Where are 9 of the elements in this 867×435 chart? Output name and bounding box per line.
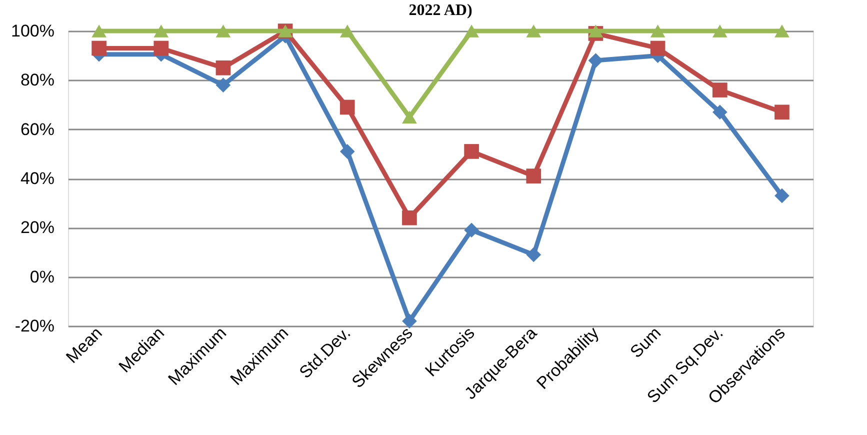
y-tick-label: 60% (20, 120, 54, 139)
y-tick-label: 80% (20, 70, 54, 90)
y-tick-label: 100% (11, 22, 54, 40)
x-tick-label: Sum (626, 323, 665, 362)
y-tick-label: 0% (30, 267, 54, 286)
y-tick-label: 40% (20, 169, 54, 188)
y-tick-label: 20% (20, 218, 54, 238)
chart-title: 2022 AD) (408, 2, 472, 19)
y-tick-label: -20% (14, 316, 54, 336)
